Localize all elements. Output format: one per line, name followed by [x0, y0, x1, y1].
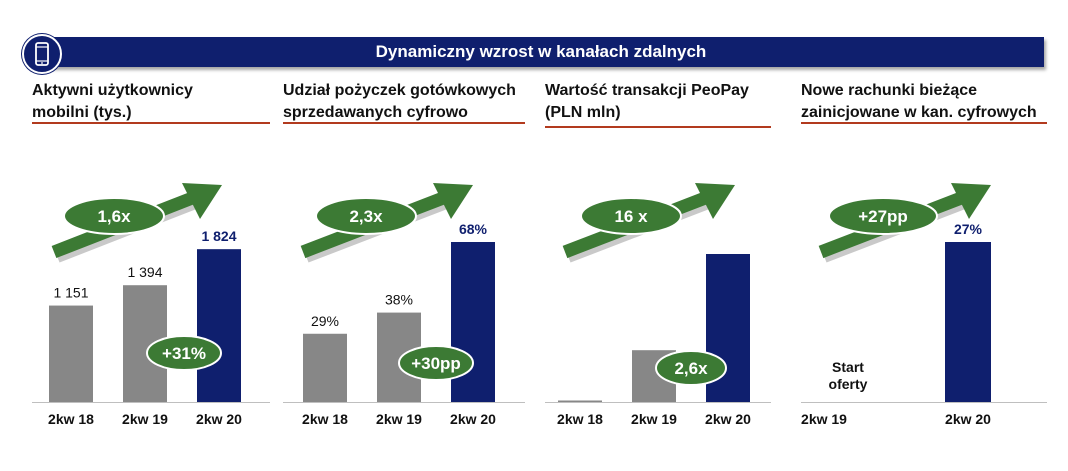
growth-arrow-head	[433, 183, 473, 219]
bar-value-label: 1 394	[127, 264, 162, 280]
page-title: Dynamiczny wzrost w kanałach zdalnych	[375, 42, 707, 61]
chart-digital-cash-loans: 2,3x 29% 2kw 18 38% 2kw 19 68% 2kw 20 +30pp	[283, 183, 525, 427]
growth-pill-shape	[580, 197, 682, 235]
growth-pill-shape	[315, 197, 417, 235]
note-label: Start	[832, 359, 864, 375]
panel-title-line-1: Nowe rachunki bieżące	[801, 82, 978, 99]
category-label: 2kw 20	[196, 411, 242, 427]
header-bar	[38, 37, 1044, 67]
growth-pill-label: 16 x	[614, 207, 648, 226]
panel-underline	[283, 122, 525, 124]
chart-active-mobile-users: 1,6x 1 151 2kw 18 1 394 2kw 19 1 824 2kw 20 +31…	[32, 183, 270, 427]
growth-arrow-head	[182, 183, 222, 219]
panel-underline	[545, 126, 771, 128]
panel-title-line-2: (PLN mln)	[545, 104, 621, 121]
panel-title-line-1: Wartość transakcji PeoPay	[545, 82, 749, 99]
change-pill: 2,6x	[655, 350, 727, 386]
change-pill-shape	[146, 335, 222, 371]
bar-value-label: 68%	[459, 221, 488, 237]
bar-2kw-18	[49, 305, 93, 402]
bar-2kw-20	[197, 249, 241, 402]
growth-pill: 2,3x	[315, 197, 417, 235]
bar-2kw-18	[558, 400, 602, 402]
panel-title-line-1: Aktywni użytkownicy	[32, 82, 193, 99]
panel-title-line-2: zainicjowane w kan. cyfrowych	[801, 104, 1037, 121]
growth-pill-shape	[63, 197, 165, 235]
category-label: 2kw 19	[631, 411, 677, 427]
mobile-phone-icon-graphic	[35, 42, 49, 66]
panel-title-line-2: mobilni (tys.)	[32, 104, 132, 121]
change-pill: +31%	[146, 335, 222, 371]
growth-pill-shape	[828, 197, 938, 235]
panel-title: Wartość transakcji PeoPay (PLN mln)	[545, 80, 749, 124]
change-pill-label: +31%	[162, 344, 206, 363]
growth-pill: 1,6x	[63, 197, 165, 235]
panel-title: Aktywni użytkownicy mobilni (tys.)	[32, 80, 193, 124]
change-pill-label: 2,6x	[674, 359, 708, 378]
bar-value-label: 1 151	[53, 285, 88, 301]
category-label: 2kw 18	[557, 411, 603, 427]
bar-value-label: 29%	[311, 313, 339, 329]
panel-title: Nowe rachunki bieżące zainicjowane w kan…	[801, 80, 1037, 124]
mobile-phone-icon	[22, 34, 62, 74]
bar-2kw-20	[945, 242, 991, 402]
category-label: 2kw 18	[302, 411, 348, 427]
note-label: oferty	[829, 376, 868, 392]
bar-2kw-18	[303, 333, 347, 402]
panel-title: Udział pożyczek gotówkowych sprzedawanyc…	[283, 80, 516, 124]
growth-pill-label: 2,3x	[349, 207, 383, 226]
change-pill-shape	[398, 345, 474, 381]
category-label: 2kw 19	[801, 411, 847, 427]
panel-title-line-2: sprzedawanych cyfrowo	[283, 104, 468, 121]
change-pill: +30pp	[398, 345, 474, 381]
panel-title-line-1: Udział pożyczek gotówkowych	[283, 82, 516, 99]
category-label: 2kw 20	[945, 411, 991, 427]
growth-arrow-head	[951, 183, 991, 219]
category-label: 2kw 19	[376, 411, 422, 427]
category-label: 2kw 19	[122, 411, 168, 427]
growth-pill: +27pp	[828, 197, 938, 235]
panel-underline	[801, 122, 1047, 124]
category-label: 2kw 20	[705, 411, 751, 427]
category-label: 2kw 20	[450, 411, 496, 427]
bar-value-label: 27%	[954, 221, 983, 237]
growth-pill-label: +27pp	[858, 207, 908, 226]
change-pill-label: +30pp	[411, 354, 461, 373]
chart-peopay-transactions: 16 x 2kw 18 2kw 19 2kw 20 2,6x	[545, 183, 771, 427]
bar-value-label: 1 824	[201, 228, 236, 244]
growth-arrow-head	[695, 183, 735, 219]
growth-pill-label: 1,6x	[97, 207, 131, 226]
bar-value-label: 38%	[385, 292, 413, 308]
header-banner: Dynamiczny wzrost w kanałach zdalnych	[22, 34, 1044, 74]
panel-underline	[32, 122, 270, 124]
growth-pill: 16 x	[580, 197, 682, 235]
bar-2kw-20	[451, 242, 495, 402]
category-label: 2kw 18	[48, 411, 94, 427]
change-pill-shape	[655, 350, 727, 386]
